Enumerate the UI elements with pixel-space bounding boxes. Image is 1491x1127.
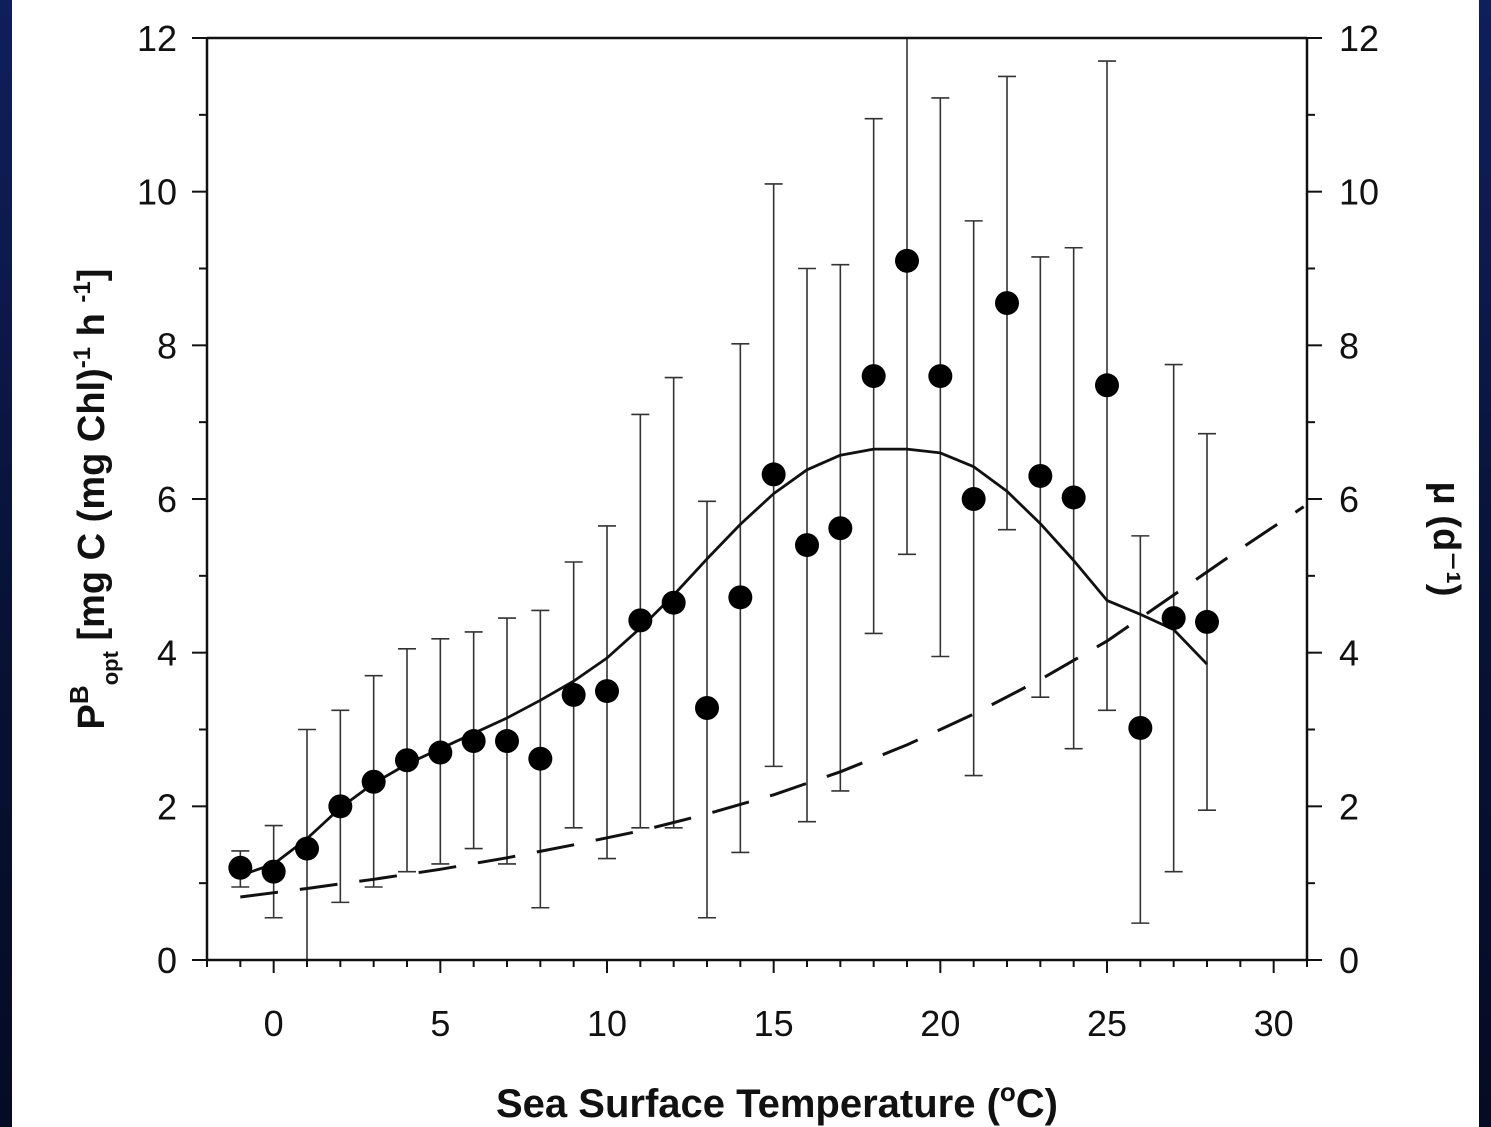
y-tick-label: 10	[137, 172, 177, 213]
data-point	[461, 729, 486, 754]
y2-tick-label: 2	[1339, 786, 1359, 827]
y2-tick-label: 0	[1339, 940, 1359, 981]
x-tick-label: 5	[430, 1003, 450, 1044]
x-tick-label: 30	[1254, 1003, 1294, 1044]
x-tick-label: 15	[754, 1003, 794, 1044]
data-point	[495, 729, 519, 754]
y2-tick-label: 8	[1339, 325, 1359, 366]
data-point	[328, 794, 353, 819]
data-point	[995, 291, 1019, 316]
solid-fit-curve	[239, 447, 1209, 877]
y-tick-label: 0	[157, 940, 177, 981]
x-tick-label: 0	[264, 1003, 284, 1044]
data-point	[1128, 715, 1153, 740]
data-point	[628, 608, 653, 633]
y-tick-label: 2	[157, 786, 177, 827]
dashed-curve	[240, 505, 1305, 899]
data-point	[1161, 606, 1186, 631]
x-tick-label: 20	[920, 1003, 960, 1044]
data-point	[295, 836, 319, 861]
data-point	[861, 364, 886, 389]
y-axis-title: PBopt [mg C (mg Chl)-1 h -1]	[64, 269, 123, 730]
x-tick-label: 25	[1087, 1003, 1127, 1044]
data-point	[695, 695, 719, 720]
data-point	[828, 516, 853, 541]
data-point	[1195, 609, 1219, 634]
x-axis-title: Sea Surface Temperature (oC)	[496, 1077, 1058, 1126]
y2-tick-label: 10	[1339, 172, 1379, 213]
y-tick-label: 12	[137, 18, 177, 59]
data-point	[228, 855, 253, 880]
data-point	[1095, 373, 1119, 398]
data-point	[395, 748, 419, 773]
data-point	[428, 740, 453, 765]
data-point	[661, 590, 686, 615]
data-point	[1028, 463, 1053, 488]
y-tick-label: 4	[157, 633, 177, 674]
data-point	[261, 859, 286, 884]
data-point	[528, 746, 553, 771]
y-tick-label: 8	[157, 325, 177, 366]
data-point	[795, 533, 819, 558]
chart-panel: 0 5 10 15 20 25 30 0 2 4 6 8 10 12 0 2 4 6 8 10 12 Sea Surfac…	[12, 0, 1479, 1127]
y2-tick-label: 6	[1339, 479, 1359, 520]
data-point	[1061, 485, 1086, 510]
data-point	[961, 487, 986, 511]
y2-tick-label: 12	[1339, 18, 1379, 59]
y-tick-label: 6	[157, 479, 177, 520]
data-point	[928, 364, 953, 389]
data-point	[895, 248, 919, 273]
data-point	[561, 682, 586, 707]
data-point	[761, 462, 786, 487]
data-point	[728, 585, 753, 610]
chart-svg: 0 5 10 15 20 25 30 0 2 4 6 8 10 12 0 2 4 6 8 10 12 Sea Surfac…	[64, 18, 1467, 1126]
data-point	[595, 679, 619, 704]
x-tick-label: 10	[587, 1003, 627, 1044]
data-point	[361, 769, 386, 794]
y2-tick-label: 4	[1339, 633, 1359, 674]
y2-axis-title: μ (d⁻¹)	[1425, 481, 1467, 596]
